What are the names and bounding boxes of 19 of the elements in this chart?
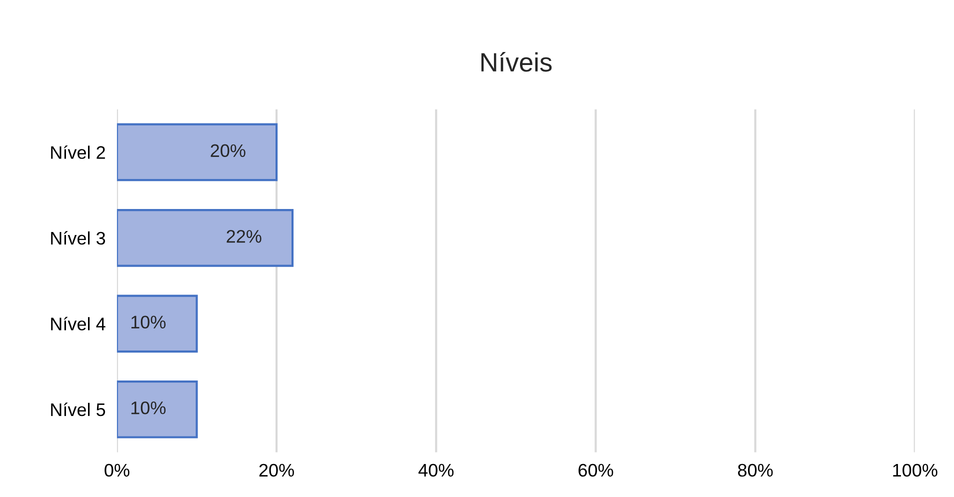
chart-title: Níveis [481, 52, 552, 72]
y-tick-label: Nível 4 [51, 316, 106, 330]
data-label: 10% [131, 401, 166, 414]
x-tick-label: 40% [418, 464, 454, 477]
x-tick-label: 100% [893, 464, 938, 477]
data-label: 20% [210, 144, 246, 158]
y-tick-label: Nível 3 [51, 231, 106, 245]
data-label: 10% [131, 316, 166, 329]
x-tick-label: 80% [738, 464, 773, 477]
bar [116, 380, 198, 438]
x-tick-label: 60% [578, 464, 614, 477]
data-label: 22% [226, 230, 262, 243]
x-tick-label: 20% [259, 464, 294, 477]
y-tick-label: Nível 2 [51, 145, 105, 159]
bar [116, 294, 198, 353]
x-tick-label: 0% [104, 464, 130, 477]
bar [116, 209, 294, 267]
y-tick-label: Nível 5 [51, 402, 106, 416]
bar [116, 123, 278, 182]
